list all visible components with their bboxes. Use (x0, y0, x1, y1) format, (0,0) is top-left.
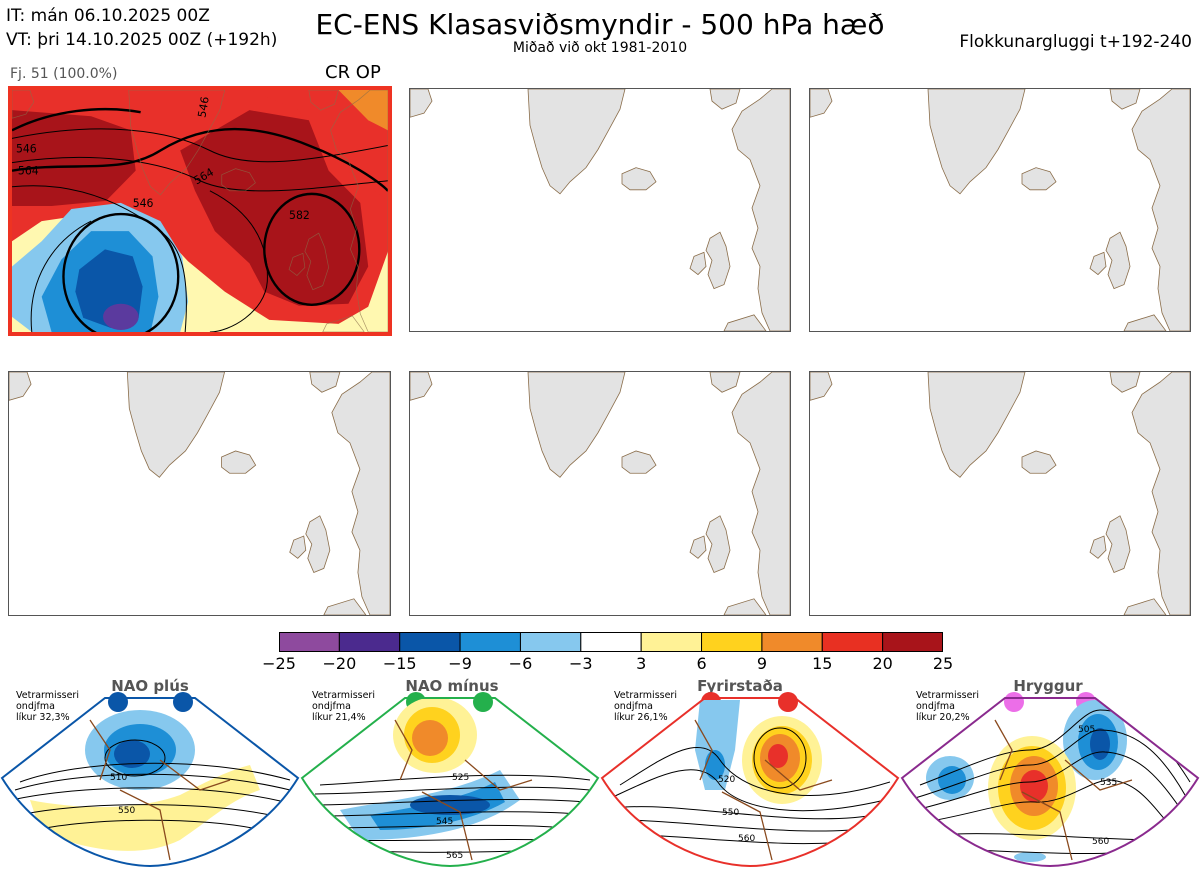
cluster-5-map (410, 372, 790, 615)
colorbar-cell (640, 632, 703, 652)
colorbar-cell (399, 632, 461, 652)
regime-contour-label: 565 (446, 851, 463, 861)
regime-name-fyrirstada: Fyrirstaða (697, 677, 783, 695)
regime-map-nao-minus: 525 545 565 (300, 697, 600, 868)
cluster-3-map (810, 89, 1190, 331)
cluster-4-map (9, 372, 390, 615)
classification-window: Flokkunargluggi t+192-240 (959, 32, 1192, 52)
colorbar-cell (519, 632, 582, 652)
issue-time: IT: mán 06.10.2025 00Z (6, 6, 210, 26)
cluster-panel-2[interactable] (409, 88, 791, 332)
contour-label: 546 (16, 142, 37, 155)
regime-map-fyrirstada: 520 550 560 (600, 697, 900, 868)
cluster-2-map (410, 89, 790, 331)
colorbar-tick-label: −6 (508, 654, 533, 673)
colorbar-cell (761, 632, 823, 652)
colorbar-tick-label: 9 (756, 654, 767, 673)
valid-time: VT: þri 14.10.2025 00Z (+192h) (6, 30, 278, 50)
colorbar-cell (882, 632, 943, 652)
regime-contour-label: 535 (1100, 778, 1117, 788)
regime-contour-label: 520 (718, 775, 735, 785)
cluster-count-label: Fj. 51 (100.0%) (10, 66, 118, 82)
colorbar-tick-label: 20 (872, 654, 893, 673)
regime-info-nao-minus: Vetrarmisseri ondjfma líkur 21,4% (312, 690, 375, 723)
cluster-panel-5[interactable] (409, 371, 791, 616)
colorbar-tick-label: 25 (932, 654, 954, 673)
cluster-panel-6[interactable] (809, 371, 1191, 616)
regime-contour-label: 560 (738, 834, 755, 844)
regime-contour-label: 505 (1078, 725, 1095, 735)
colorbar-cell (459, 632, 521, 652)
colorbar-tick-label: −25 (262, 654, 296, 673)
regime-contour-label: 550 (722, 808, 739, 818)
colorbar-tick-label: 6 (696, 654, 707, 673)
regime-contour-label: 545 (436, 817, 453, 827)
cluster-regime-label: CR OP (325, 62, 381, 83)
cluster-panel-1[interactable]: 546 564 546 582 546 564 (8, 86, 392, 336)
regime-map-nao-plus: 510 550 (0, 697, 300, 868)
regime-name-nao-minus: NAO mínus (405, 677, 499, 695)
page-title: EC-ENS Klasasviðsmyndir - 500 hPa hæð (315, 8, 885, 41)
regime-contour-label: 560 (1092, 837, 1109, 847)
colorbar-tick-label: −15 (382, 654, 417, 673)
contour-label: 546 (133, 197, 154, 210)
cluster-6-map (810, 372, 1190, 615)
colorbar-tick-label: −20 (322, 654, 357, 673)
colorbar-tick-label: −3 (569, 654, 593, 673)
contour-label: 546 (195, 96, 211, 119)
colorbar-cell (821, 632, 884, 652)
regime-info-fyrirstada: Vetrarmisseri ondjfma líkur 26,1% (614, 690, 677, 723)
contour-label: 564 (18, 165, 39, 178)
cluster-panel-3[interactable] (809, 88, 1191, 332)
regime-info-hryggur: Vetrarmisseri ondjfma líkur 20,2% (916, 690, 979, 723)
regime-info-nao-plus: Vetrarmisseri ondjfma líkur 32,3% (16, 690, 79, 723)
colorbar-tick-label: 3 (636, 654, 647, 673)
regime-name-hryggur: Hryggur (1013, 677, 1083, 695)
colorbar-cell (580, 632, 642, 652)
cluster-1-map: 546 564 546 582 546 564 (12, 90, 388, 332)
colorbar-cell (279, 632, 340, 652)
contour-label: 582 (289, 209, 310, 222)
regime-name-nao-plus: NAO plús (111, 677, 189, 695)
cluster-panel-4[interactable] (8, 371, 391, 616)
page-subtitle: Miðað við okt 1981-2010 (512, 40, 688, 56)
regime-contour-label: 510 (110, 773, 127, 783)
colorbar-tick-label: 15 (812, 654, 833, 673)
colorbar (279, 632, 943, 652)
colorbar-cell (701, 632, 763, 652)
colorbar-tick-label: −9 (448, 654, 472, 673)
colorbar-cell (338, 632, 401, 652)
regime-map-hryggur: 505 535 560 (900, 697, 1200, 868)
regime-contour-label: 550 (118, 806, 135, 816)
regime-contour-label: 525 (452, 773, 469, 783)
